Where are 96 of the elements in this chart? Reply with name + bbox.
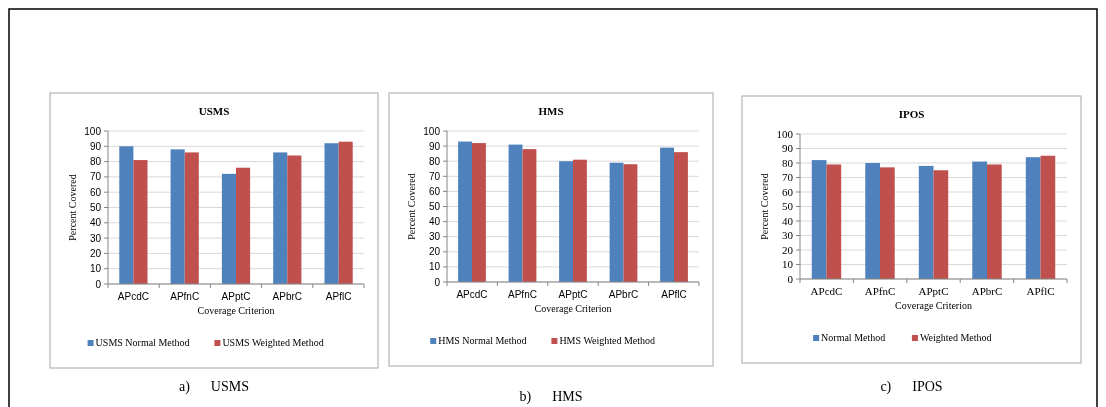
y-tick-label: 90: [428, 140, 441, 152]
legend-label: HMS Weighted Method: [559, 335, 656, 346]
legend-label: USMS Normal Method: [95, 337, 190, 348]
y-tick-label: 40: [428, 216, 441, 228]
y-tick-label: 40: [782, 214, 794, 227]
text: b) HMS: [519, 389, 583, 405]
y-tick-label: 90: [782, 142, 794, 155]
legend-label: HMS Normal Method: [438, 335, 527, 346]
x-tick-label: APfnC: [864, 285, 896, 297]
bar: [170, 149, 185, 284]
bar: [472, 143, 486, 282]
y-tick-label: 80: [428, 155, 441, 167]
y-tick-label: 10: [782, 258, 794, 271]
chart-title: USMS: [198, 105, 230, 117]
bar: [674, 152, 688, 282]
y-tick-label: 30: [89, 232, 102, 244]
bar: [236, 167, 251, 284]
legend-label: Weighted Method: [919, 332, 992, 343]
x-tick-label: APbrC: [272, 291, 303, 302]
x-tick-label: APcdC: [117, 291, 149, 302]
bar: [623, 164, 638, 282]
text: a) USMS: [178, 379, 250, 395]
bar: [522, 149, 537, 282]
x-tick-label: APbrC: [971, 285, 1003, 297]
y-tick-label: 10: [89, 263, 102, 275]
bar: [933, 170, 949, 279]
bar: [609, 162, 624, 282]
bar: [119, 146, 134, 284]
y-tick-label: 60: [782, 185, 794, 198]
y-tick-label: 20: [89, 247, 102, 259]
bar: [559, 161, 573, 282]
y-axis-title: Percent Covered: [759, 173, 770, 240]
y-tick-label: 20: [782, 243, 794, 256]
bar: [184, 152, 199, 284]
x-axis-title: Coverage Criterion: [197, 305, 275, 316]
bar: [221, 173, 236, 284]
x-tick-label: APptC: [918, 285, 949, 297]
x-axis-title: Coverage Criterion: [534, 303, 612, 314]
x-tick-label: APfnC: [170, 291, 200, 302]
y-tick-label: 30: [428, 231, 441, 243]
y-tick-label: 60: [428, 185, 441, 197]
bar: [508, 144, 523, 282]
y-tick-label: 70: [782, 171, 794, 184]
y-tick-label: 60: [89, 186, 102, 198]
x-tick-label: APcdC: [456, 289, 488, 300]
bar: [918, 165, 934, 279]
chart-title: HMS: [538, 105, 564, 117]
x-tick-label: APcdC: [810, 285, 843, 297]
y-tick-label: 70: [428, 170, 441, 182]
bar: [660, 147, 674, 282]
y-tick-label: 20: [428, 246, 441, 258]
x-tick-label: APptC: [558, 289, 588, 300]
y-tick-label: 100: [776, 127, 794, 140]
x-tick-label: APptC: [221, 291, 251, 302]
bar: [811, 160, 827, 279]
y-tick-label: 0: [787, 272, 794, 285]
bar: [972, 161, 988, 279]
legend-label: Normal Method: [821, 332, 886, 343]
x-tick-label: APflC: [325, 291, 352, 302]
y-axis-title: Percent Covered: [406, 173, 417, 240]
bar: [133, 160, 148, 284]
x-tick-label: APfnC: [508, 289, 537, 300]
bar: [1025, 157, 1041, 279]
bar: [338, 141, 353, 284]
bar: [458, 141, 472, 282]
bar: [826, 164, 842, 279]
y-tick-label: 90: [89, 140, 102, 152]
y-tick-label: 100: [423, 125, 441, 137]
bar: [987, 164, 1002, 279]
legend-label: USMS Weighted Method: [222, 337, 324, 348]
bar: [879, 167, 895, 279]
text: c) IPOS: [880, 379, 943, 395]
y-tick-label: 40: [89, 217, 102, 229]
y-tick-label: 0: [434, 276, 441, 288]
y-tick-label: 80: [89, 156, 102, 168]
y-tick-label: 70: [89, 171, 102, 183]
y-tick-label: 80: [782, 156, 794, 169]
bar: [273, 152, 288, 284]
y-tick-label: 100: [84, 125, 102, 137]
y-axis-title: Percent Covered: [67, 174, 78, 241]
x-tick-label: APflC: [1026, 285, 1055, 297]
y-tick-label: 10: [428, 261, 441, 273]
bar: [324, 143, 339, 284]
x-tick-label: APflC: [661, 289, 687, 300]
y-tick-label: 50: [89, 202, 102, 213]
chart-title: IPOS: [898, 108, 925, 120]
y-tick-label: 50: [782, 200, 794, 213]
y-tick-label: 0: [95, 278, 102, 290]
x-tick-label: APbrC: [608, 289, 639, 300]
bar: [865, 163, 880, 279]
y-tick-label: 30: [782, 229, 794, 242]
bar: [1040, 155, 1056, 279]
x-axis-title: Coverage Criterion: [895, 300, 972, 311]
bar: [287, 155, 302, 284]
y-tick-label: 50: [428, 201, 441, 212]
bar: [573, 159, 587, 282]
